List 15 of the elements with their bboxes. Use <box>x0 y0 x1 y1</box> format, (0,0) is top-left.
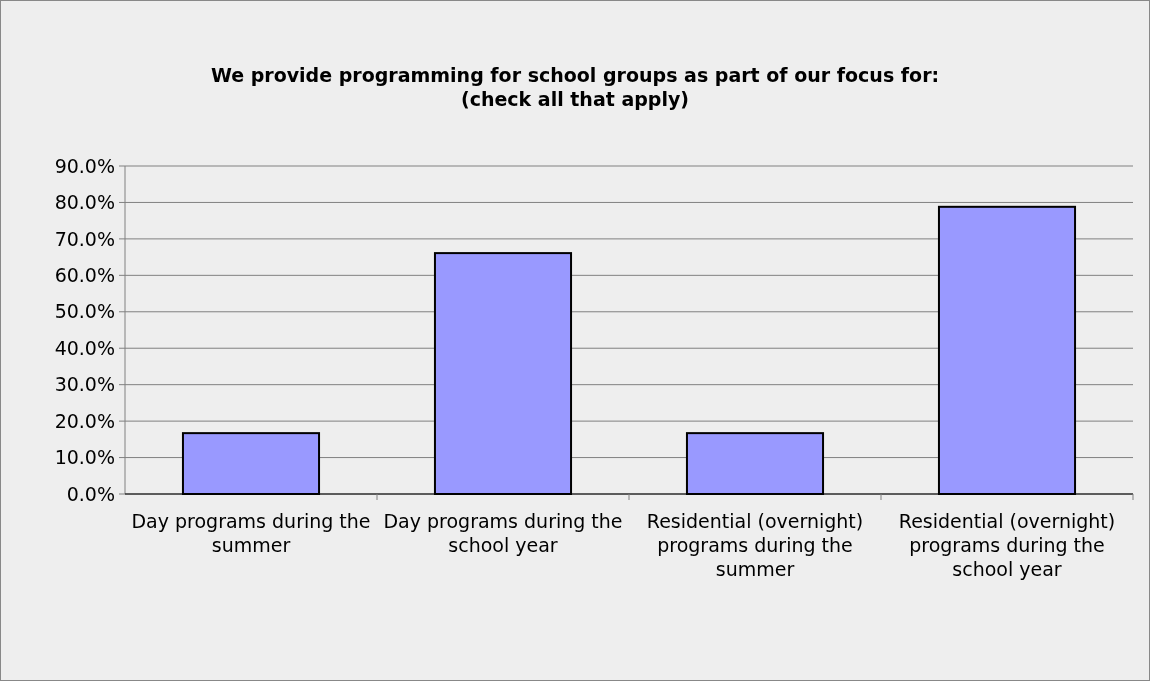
y-tick-label: 10.0% <box>54 446 115 469</box>
y-tick-label: 0.0% <box>66 482 115 505</box>
y-tick-label: 20.0% <box>54 409 115 432</box>
y-tick-label: 70.0% <box>54 227 115 250</box>
y-tick-label: 80.0% <box>54 191 115 214</box>
y-tick-label: 40.0% <box>54 336 115 359</box>
x-tick-label: Day programs during the summer <box>131 510 371 556</box>
y-tick-label: 90.0% <box>54 154 115 177</box>
y-tick-label: 30.0% <box>54 373 115 396</box>
x-tick-label: Day programs during the school year <box>383 510 623 556</box>
y-tick-label: 50.0% <box>54 300 115 323</box>
x-tick-label: Residential (overnight) programs during the school year <box>898 510 1116 580</box>
chart-title: We provide programming for school groups as part of our focus for: (check all that apply) <box>210 64 940 110</box>
x-tick-label: Residential (overnight) programs during the summer <box>646 510 864 580</box>
y-tick-label: 60.0% <box>54 263 115 286</box>
